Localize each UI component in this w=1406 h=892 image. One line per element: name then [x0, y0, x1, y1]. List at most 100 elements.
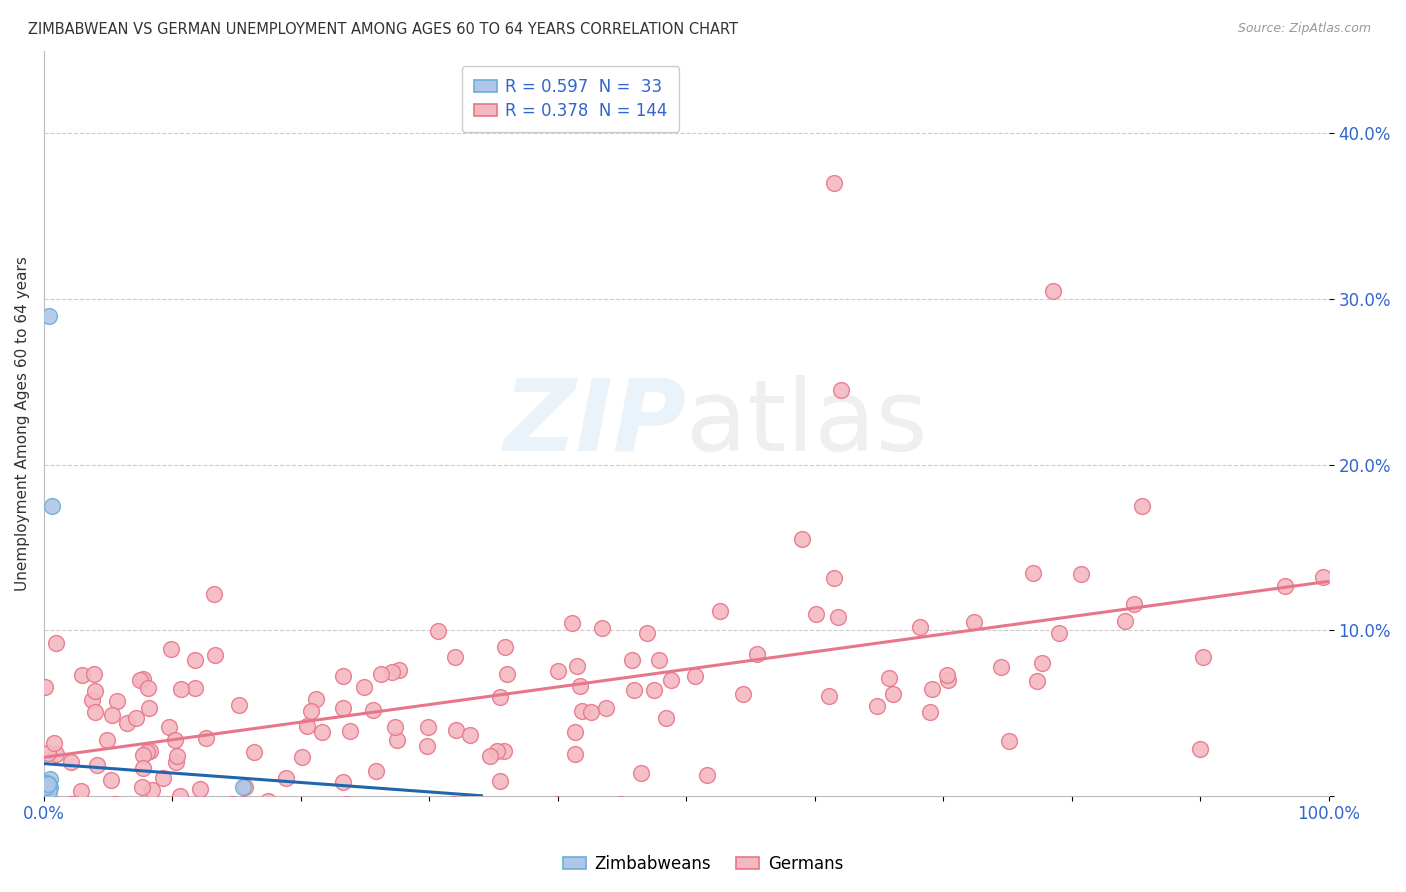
Point: [96, 733, 118, 747]
Point: [332, 774, 354, 789]
Point: [332, 701, 354, 715]
Point: [131, 760, 153, 774]
Point: [990, 660, 1012, 674]
Point: [489, 773, 512, 788]
Point: [35, 775, 58, 789]
Point: [1192, 650, 1215, 665]
Point: [1025, 674, 1047, 689]
Point: [488, 690, 510, 704]
Point: [335, 797, 357, 811]
Point: [37, 782, 59, 797]
Point: [648, 653, 671, 667]
Point: [291, 750, 314, 764]
Point: [364, 764, 387, 779]
Point: [125, 711, 148, 725]
Point: [297, 719, 319, 733]
Point: [332, 669, 354, 683]
Point: [35, 780, 58, 795]
Point: [35, 779, 58, 793]
Point: [37, 777, 59, 791]
Point: [228, 698, 250, 712]
Point: [561, 616, 583, 631]
Point: [1122, 597, 1144, 611]
Point: [34, 782, 56, 797]
Point: [823, 176, 845, 190]
Point: [817, 689, 839, 703]
Point: [195, 731, 218, 745]
Point: [1189, 742, 1212, 756]
Point: [830, 383, 852, 397]
Point: [569, 679, 592, 693]
Point: [70, 668, 93, 682]
Point: [35, 782, 58, 797]
Point: [621, 652, 644, 666]
Point: [1114, 615, 1136, 629]
Point: [416, 720, 439, 734]
Point: [132, 672, 155, 686]
Point: [202, 586, 225, 600]
Point: [86, 757, 108, 772]
Point: [204, 648, 226, 662]
Point: [579, 705, 602, 719]
Point: [34, 680, 56, 694]
Point: [115, 716, 138, 731]
Point: [83, 667, 105, 681]
Point: [427, 624, 450, 639]
Point: [37, 777, 59, 791]
Text: ZIP: ZIP: [503, 375, 686, 472]
Point: [38, 309, 60, 323]
Point: [165, 756, 187, 770]
Point: [139, 744, 162, 758]
Point: [444, 723, 467, 738]
Point: [827, 610, 849, 624]
Point: [35, 779, 58, 793]
Point: [866, 699, 889, 714]
Point: [138, 681, 160, 695]
Point: [152, 771, 174, 785]
Point: [100, 773, 122, 788]
Point: [1022, 566, 1045, 581]
Point: [495, 640, 517, 655]
Point: [936, 673, 959, 687]
Point: [936, 668, 959, 682]
Point: [384, 720, 406, 734]
Point: [34, 779, 56, 793]
Point: [1132, 499, 1154, 513]
Point: [70, 784, 93, 798]
Legend: R = 0.597  N =  33, R = 0.378  N = 144: R = 0.597 N = 33, R = 0.378 N = 144: [463, 67, 679, 132]
Point: [37, 777, 59, 791]
Point: [591, 621, 613, 635]
Point: [166, 749, 188, 764]
Point: [564, 747, 586, 761]
Point: [353, 680, 375, 694]
Point: [1312, 570, 1334, 584]
Point: [38, 784, 60, 798]
Point: [921, 681, 943, 696]
Point: [160, 642, 183, 657]
Point: [232, 780, 254, 795]
Text: atlas: atlas: [686, 375, 928, 472]
Point: [34, 782, 56, 797]
Point: [370, 667, 392, 681]
Point: [39, 780, 62, 795]
Point: [105, 694, 128, 708]
Point: [882, 687, 904, 701]
Point: [45, 797, 67, 811]
Point: [444, 649, 467, 664]
Point: [908, 620, 931, 634]
Point: [685, 669, 707, 683]
Point: [37, 780, 59, 795]
Point: [34, 775, 56, 789]
Point: [1042, 284, 1064, 298]
Point: [221, 797, 243, 811]
Point: [495, 667, 517, 681]
Point: [571, 704, 593, 718]
Point: [128, 673, 150, 687]
Point: [83, 705, 105, 719]
Point: [37, 784, 59, 798]
Point: [35, 779, 58, 793]
Point: [131, 780, 153, 794]
Point: [565, 658, 588, 673]
Point: [1047, 626, 1070, 640]
Point: [745, 647, 768, 661]
